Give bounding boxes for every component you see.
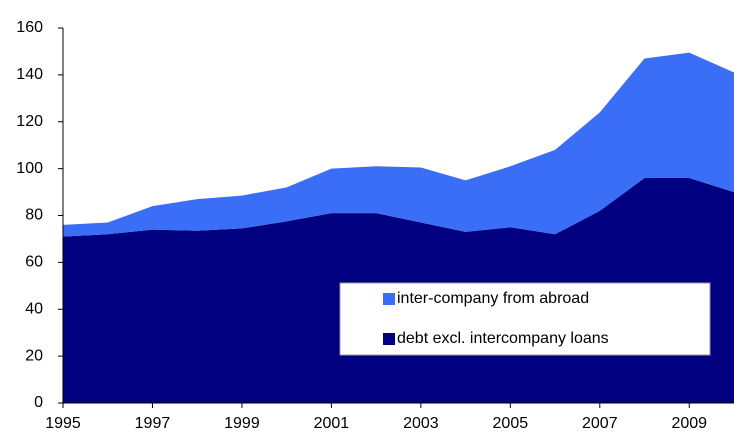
legend-swatch (383, 293, 395, 305)
legend-box (339, 282, 711, 356)
x-tick-label: 1995 (45, 415, 81, 432)
x-tick-label: 1997 (135, 415, 171, 432)
y-tick-label: 40 (25, 300, 43, 317)
y-tick-label: 60 (25, 254, 43, 271)
area (63, 52, 734, 237)
y-tick-label: 100 (16, 160, 43, 177)
y-tick-label: 160 (16, 19, 43, 36)
y-tick-label: 120 (16, 113, 43, 130)
legend-swatch (383, 333, 395, 345)
y-tick-label: 140 (16, 66, 43, 83)
x-tick-label: 2001 (314, 415, 350, 432)
x-tick-label: 2003 (403, 415, 439, 432)
y-tick-label: 80 (25, 207, 43, 224)
x-tick-label: 2009 (671, 415, 707, 432)
y-tick-label: 0 (34, 394, 43, 411)
x-tick-label: 1999 (224, 415, 260, 432)
y-tick-label: 20 (25, 347, 43, 364)
x-tick-label: 2005 (493, 415, 529, 432)
legend-label: inter-company from abroad (397, 290, 589, 307)
legend-label: debt excl. intercompany loans (397, 330, 609, 347)
x-tick-label: 2007 (582, 415, 618, 432)
